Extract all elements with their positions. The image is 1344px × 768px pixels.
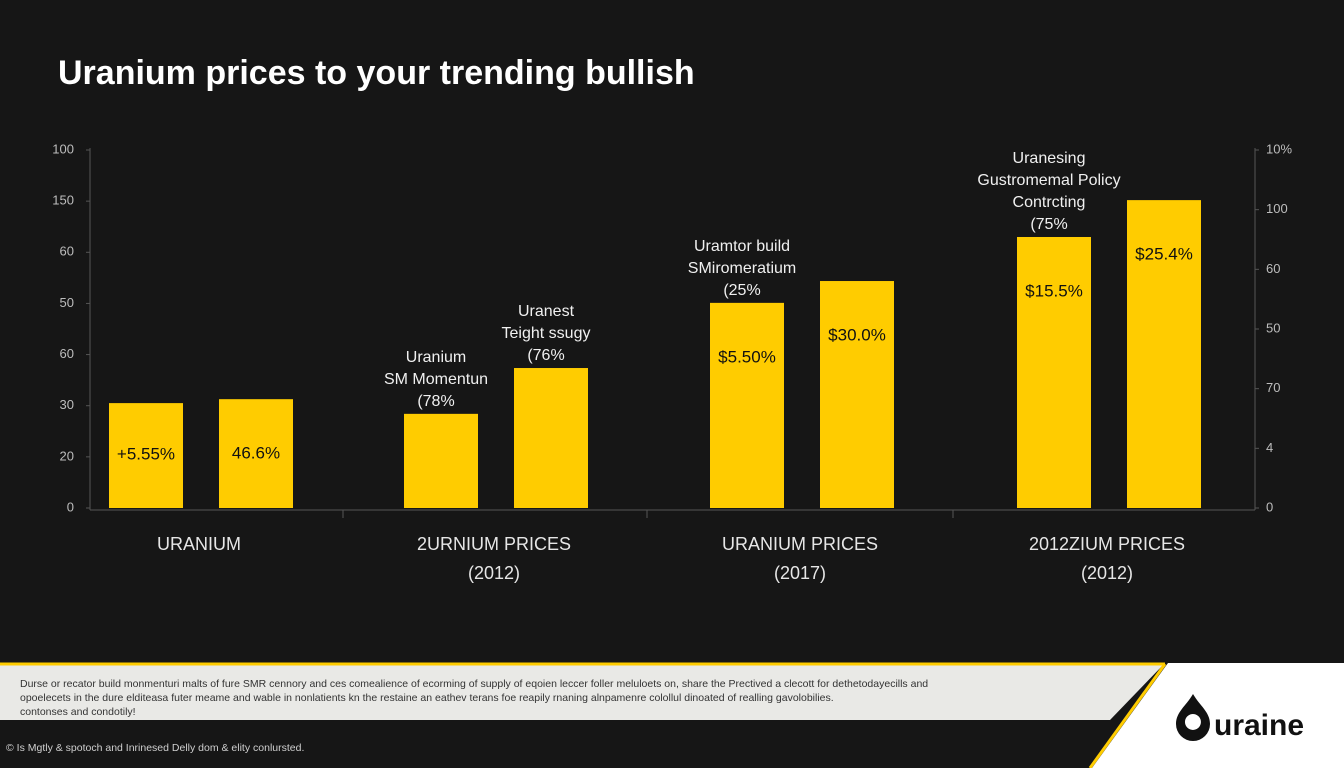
bar (710, 302, 784, 508)
annotation: Teight ssugy (502, 325, 591, 342)
annotation: SMiromeratium (688, 260, 796, 277)
annotation: Uranium (406, 349, 466, 366)
y2-tick-label: 50 (1266, 320, 1280, 335)
x-tick-label: 2012ZIUM PRICES (1029, 534, 1185, 554)
y2-tick-label: 4 (1266, 440, 1273, 455)
value-label: 46.6% (232, 444, 280, 463)
y2-tick-label: 10% (1266, 141, 1292, 156)
footer-text: opoelecets in the dure elditeasa futer m… (20, 692, 834, 704)
x-tick-label: URANIUM PRICES (722, 534, 878, 554)
footer-text: Durse or recator build monmenturi malts … (20, 678, 928, 690)
chart-title: Uranium prices to your trending bullish (58, 54, 695, 92)
annotation: Uramtor build (694, 238, 790, 255)
y-tick-label: 60 (60, 244, 74, 259)
annotation: Contrcting (1013, 194, 1086, 211)
bar (219, 399, 293, 508)
x-tick-sublabel: (2012) (468, 563, 520, 583)
annotation: (76% (527, 347, 564, 364)
x-tick-sublabel: (2012) (1081, 563, 1133, 583)
logo-panel (1092, 663, 1344, 768)
value-label: +5.55% (117, 444, 175, 463)
y2-tick-label: 60 (1266, 261, 1280, 276)
y2-tick-label: 0 (1266, 499, 1273, 514)
y-tick-label: 30 (60, 397, 74, 412)
y-tick-label: 20 (60, 448, 74, 463)
footer-accent (1088, 663, 1167, 768)
y2-tick-label: 100 (1266, 201, 1288, 216)
value-label: $25.4% (1135, 245, 1193, 264)
y-tick-label: 0 (67, 499, 74, 514)
y-tick-label: 50 (60, 295, 74, 310)
bar (404, 413, 478, 508)
annotation: Gustromemal Policy (977, 172, 1120, 189)
x-tick-sublabel: (2017) (774, 563, 826, 583)
value-label: $5.50% (718, 347, 776, 366)
bar (514, 368, 588, 508)
logo-icon (1176, 694, 1210, 741)
y-tick-label: 100 (52, 141, 74, 156)
annotation: (25% (723, 282, 760, 299)
y-tick-label: 60 (60, 346, 74, 361)
value-label: $30.0% (828, 326, 886, 345)
bar (1017, 236, 1091, 508)
x-tick-label: 2URNIUM PRICES (417, 534, 571, 554)
x-tick-label: URANIUM (157, 534, 241, 554)
bar (1127, 200, 1201, 508)
bar (820, 281, 894, 508)
y-tick-label: 150 (52, 193, 74, 208)
bar (109, 403, 183, 508)
annotation: Uranest (518, 303, 575, 320)
annotation: (75% (1030, 216, 1067, 233)
logo-text: uraine (1214, 709, 1304, 742)
annotation: SM Momentun (384, 371, 488, 388)
footer-note: © Is Mgtly & spotoch and Inrinesed Delly… (6, 742, 304, 754)
footer-band (0, 663, 1165, 720)
value-label: $15.5% (1025, 281, 1083, 300)
footer-text: contonses and condotily! (20, 706, 136, 718)
y2-tick-label: 70 (1266, 380, 1280, 395)
annotation: Uranesing (1013, 150, 1086, 167)
annotation: (78% (417, 393, 454, 410)
